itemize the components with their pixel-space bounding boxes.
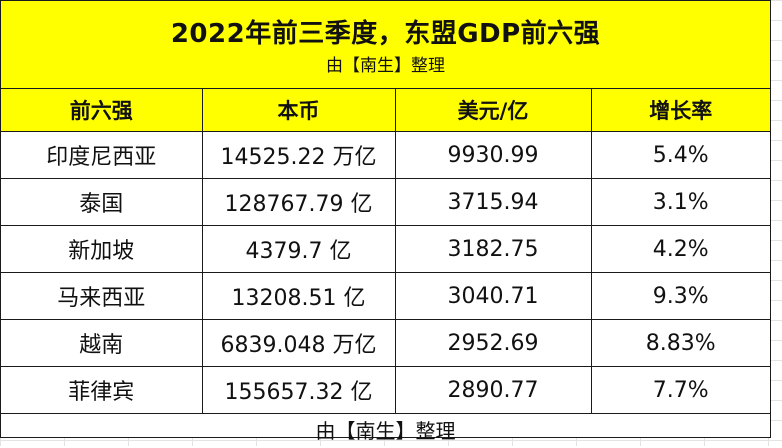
table-row: 越南 6839.048 万亿 2952.69 8.83% (1, 319, 770, 367)
title-block: 2022年前三季度，东盟GDP前六强 由【南生】整理 (1, 1, 770, 89)
growth-cell: 5.4% (590, 131, 770, 179)
table-row: 马来西亚 13208.51 亿 3040.71 9.3% (1, 272, 770, 320)
table-footer: 由【南生】整理 (315, 419, 456, 443)
usd-cell: 3040.71 (394, 272, 592, 320)
country-cell: 马来西亚 (1, 272, 203, 320)
growth-cell: 3.1% (590, 178, 770, 226)
table-row: 泰国 128767.79 亿 3715.94 3.1% (1, 178, 770, 226)
local-currency-cell: 6839.048 万亿 (201, 319, 396, 367)
country-cell: 新加坡 (1, 225, 203, 273)
usd-cell: 3182.75 (394, 225, 592, 273)
header-rank: 前六强 (1, 89, 203, 132)
header-local-currency: 本币 (201, 89, 396, 132)
usd-cell: 2952.69 (394, 319, 592, 367)
local-currency-cell: 128767.79 亿 (201, 178, 396, 226)
header-usd: 美元/亿 (394, 89, 592, 132)
header-row: 前六强 本币 美元/亿 增长率 (1, 89, 770, 132)
gdp-table-card: 2022年前三季度，东盟GDP前六强 由【南生】整理 前六强 本币 美元/亿 增… (0, 0, 771, 443)
country-cell: 泰国 (1, 178, 203, 226)
table-row: 新加坡 4379.7 亿 3182.75 4.2% (1, 225, 770, 273)
usd-cell: 3715.94 (394, 178, 592, 226)
local-currency-cell: 155657.32 亿 (201, 366, 396, 414)
usd-cell: 2890.77 (394, 366, 592, 414)
table-row: 印度尼西亚 14525.22 万亿 9930.99 5.4% (1, 131, 770, 179)
table-title: 2022年前三季度，东盟GDP前六强 (170, 19, 601, 49)
country-cell: 菲律宾 (1, 366, 203, 414)
country-cell: 越南 (1, 319, 203, 367)
usd-cell: 9930.99 (394, 131, 592, 179)
growth-cell: 4.2% (590, 225, 770, 273)
local-currency-cell: 14525.22 万亿 (201, 131, 396, 179)
growth-cell: 8.83% (590, 319, 770, 367)
table-row: 菲律宾 155657.32 亿 2890.77 7.7% (1, 366, 770, 414)
country-cell: 印度尼西亚 (1, 131, 203, 179)
gdp-table: 前六强 本币 美元/亿 增长率 印度尼西亚 14525.22 万亿 9930.9… (1, 89, 770, 414)
header-growth: 增长率 (590, 89, 770, 132)
growth-cell: 7.7% (590, 366, 770, 414)
local-currency-cell: 13208.51 亿 (201, 272, 396, 320)
local-currency-cell: 4379.7 亿 (201, 225, 396, 273)
table-subtitle: 由【南生】整理 (326, 56, 445, 76)
growth-cell: 9.3% (590, 272, 770, 320)
